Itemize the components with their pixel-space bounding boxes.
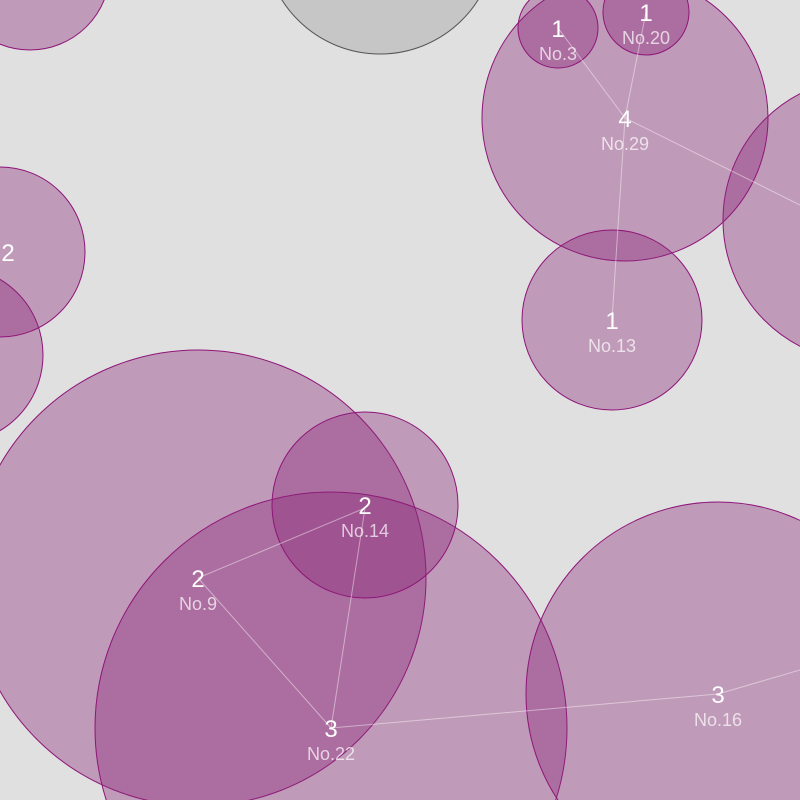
edge <box>197 507 366 579</box>
bubble <box>481 0 769 262</box>
node-count: 1 <box>639 0 652 27</box>
node-count: 1 <box>551 16 564 43</box>
node-label: No.13 <box>588 336 636 356</box>
bubble <box>0 166 86 338</box>
bubble <box>722 93 800 347</box>
node-label: No.16 <box>694 710 742 730</box>
node-count: 4 <box>618 106 631 133</box>
edge <box>557 27 626 119</box>
node-label: No.14 <box>341 521 389 541</box>
grey-bubble <box>281 0 479 55</box>
edge <box>624 11 647 119</box>
bubble <box>517 0 599 69</box>
node-count: 3 <box>324 716 337 743</box>
node-label: No.3 <box>539 44 577 64</box>
node-count: 2 <box>191 566 204 593</box>
node-count: 1 <box>605 308 618 335</box>
edge <box>611 117 626 321</box>
node-count: 2 <box>358 493 371 520</box>
bubble <box>521 229 703 411</box>
bubble <box>602 0 690 56</box>
node-count: 3 <box>711 682 724 709</box>
edge <box>717 669 800 695</box>
bubble <box>94 491 568 800</box>
node-count: 2 <box>1 240 14 267</box>
bubble <box>0 349 427 800</box>
edge <box>330 693 719 729</box>
node-label: No.20 <box>622 28 670 48</box>
bubble <box>525 501 800 800</box>
edge <box>330 507 366 729</box>
edges <box>197 11 800 729</box>
edge <box>197 577 332 729</box>
bubble <box>271 411 459 599</box>
bubble <box>0 278 44 432</box>
node-label: No.29 <box>601 134 649 154</box>
edge <box>624 117 800 206</box>
bubble <box>0 0 105 51</box>
node-label: No.22 <box>307 744 355 764</box>
node-label: No.9 <box>179 594 217 614</box>
